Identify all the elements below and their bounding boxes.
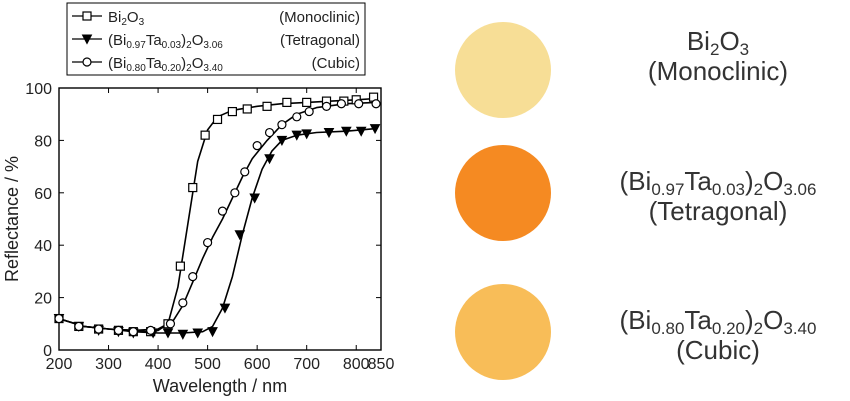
x-tick-label: 200 bbox=[46, 356, 73, 373]
legend-marker-1 bbox=[81, 34, 93, 45]
data-point-series-2 bbox=[252, 141, 262, 151]
data-point-series-2 bbox=[321, 101, 332, 111]
sample-label-2: (Bi0.80Ta0.20)2O3.40 (Cubic) bbox=[588, 305, 848, 365]
x-tick-label: 400 bbox=[145, 356, 172, 373]
data-point-series-2 bbox=[165, 319, 176, 329]
x-tick-label: 500 bbox=[194, 356, 221, 373]
data-point-series-2 bbox=[354, 99, 364, 109]
data-point-series-2 bbox=[292, 112, 302, 122]
data-point-series-0 bbox=[282, 97, 292, 108]
data-point-series-1 bbox=[162, 328, 174, 339]
data-point-series-2 bbox=[146, 325, 156, 335]
x-tick-label: 600 bbox=[244, 356, 271, 373]
markers-group bbox=[53, 92, 381, 340]
x-axis-label: Wavelength / nm bbox=[153, 376, 287, 396]
sample-swatch-1 bbox=[455, 145, 551, 241]
data-point-series-2 bbox=[178, 298, 188, 308]
data-point-series-1 bbox=[369, 124, 381, 135]
data-point-series-2 bbox=[203, 237, 213, 248]
data-point-series-0 bbox=[188, 182, 198, 193]
y-tick-label: 60 bbox=[34, 186, 52, 203]
legend-label-0: Bi2O3 bbox=[108, 9, 145, 28]
data-point-series-2 bbox=[128, 327, 138, 337]
legend-marker-2 bbox=[82, 57, 92, 67]
data-point-series-0 bbox=[302, 97, 312, 108]
legend-phase-0: (Monoclinic) bbox=[279, 9, 360, 26]
y-tick-label: 80 bbox=[34, 133, 52, 150]
y-tick-label: 0 bbox=[43, 343, 52, 360]
data-point-series-0 bbox=[262, 101, 272, 111]
data-point-series-0 bbox=[200, 130, 210, 140]
data-point-series-2 bbox=[94, 324, 104, 334]
legend-marker-0 bbox=[82, 11, 92, 21]
sample-phase-0: (Monoclinic) bbox=[647, 56, 789, 86]
data-point-series-1 bbox=[177, 329, 189, 340]
data-point-series-0 bbox=[175, 261, 185, 271]
legend-label-1: (Bi0.97Ta0.03)2O3.06 bbox=[108, 32, 223, 51]
sample-label-1: (Bi0.97Ta0.03)2O3.06 (Tetragonal) bbox=[588, 166, 848, 226]
data-point-series-1 bbox=[355, 126, 367, 137]
data-point-series-2 bbox=[264, 127, 275, 138]
legend-label-2: (Bi0.80Ta0.20)2O3.40 bbox=[108, 55, 223, 74]
data-point-series-1 bbox=[291, 130, 303, 141]
legend-phase-2: (Cubic) bbox=[312, 55, 360, 72]
sample-phase-2: (Cubic) bbox=[676, 335, 760, 365]
data-point-series-1 bbox=[276, 135, 288, 146]
sample-formula-0: Bi2O3 bbox=[686, 26, 750, 59]
data-point-series-1 bbox=[264, 154, 275, 165]
data-point-series-2 bbox=[74, 321, 84, 332]
legend-phase-1: (Tetragonal) bbox=[280, 32, 360, 49]
sample-phase-1: (Tetragonal) bbox=[648, 196, 788, 226]
data-point-series-1 bbox=[323, 128, 335, 139]
x-tick-label: 850 bbox=[368, 356, 395, 373]
sample-label-0: Bi2O3 (Monoclinic) bbox=[588, 26, 848, 86]
data-point-series-0 bbox=[212, 114, 223, 125]
data-point-series-2 bbox=[304, 106, 314, 117]
legend-box bbox=[66, 2, 366, 76]
sample-formula-1: (Bi0.97Ta0.03)2O3.06 bbox=[619, 166, 817, 199]
data-point-series-2 bbox=[240, 167, 250, 177]
data-point-series-1 bbox=[301, 129, 313, 140]
data-point-series-0 bbox=[227, 106, 237, 117]
data-point-series-1 bbox=[249, 193, 261, 204]
data-point-series-2 bbox=[54, 313, 64, 324]
data-point-series-2 bbox=[371, 99, 381, 109]
x-tick-label: 700 bbox=[293, 356, 320, 373]
data-point-series-1 bbox=[219, 303, 231, 314]
x-tick-label: 800 bbox=[343, 356, 370, 373]
data-point-series-0 bbox=[242, 104, 252, 114]
data-point-series-2 bbox=[336, 99, 346, 109]
y-tick-label: 40 bbox=[34, 238, 52, 255]
x-tick-label: 300 bbox=[95, 356, 122, 373]
legend: Bi2O3 (Monoclinic) (Bi0.97Ta0.03)2O3.06 (Te… bbox=[66, 2, 366, 76]
y-tick-label: 100 bbox=[25, 81, 52, 98]
data-point-series-2 bbox=[188, 272, 198, 282]
data-point-series-1 bbox=[207, 327, 218, 338]
data-point-series-2 bbox=[217, 206, 228, 216]
y-tick-label: 20 bbox=[34, 291, 52, 308]
data-point-series-1 bbox=[234, 230, 246, 241]
series-line-1 bbox=[58, 127, 377, 334]
data-point-series-1 bbox=[192, 328, 204, 339]
plot-frame bbox=[58, 87, 382, 351]
data-point-series-2 bbox=[230, 188, 240, 198]
sample-swatch-0 bbox=[455, 22, 551, 118]
data-point-series-2 bbox=[277, 120, 287, 130]
data-point-series-1 bbox=[340, 126, 352, 137]
y-axis-label: Reflectance / % bbox=[2, 156, 22, 282]
data-point-series-2 bbox=[113, 325, 124, 335]
sample-formula-2: (Bi0.80Ta0.20)2O3.40 bbox=[619, 305, 817, 338]
chart-frame-group bbox=[58, 87, 382, 351]
sample-swatch-2 bbox=[455, 284, 551, 380]
